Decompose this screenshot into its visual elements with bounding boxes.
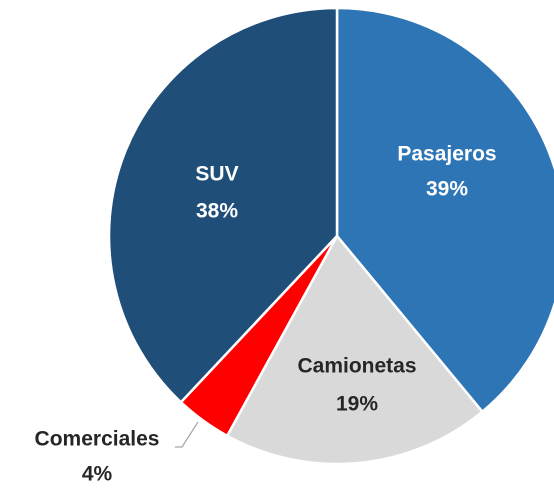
slice-label: SUV (195, 163, 238, 186)
slice-label: Pasajeros (397, 143, 496, 166)
slice-label: Comerciales (35, 428, 160, 451)
pie-slice (107, 6, 339, 404)
slice-value: 39% (426, 178, 468, 201)
pie-slice (335, 6, 554, 414)
slice-value: 4% (82, 463, 113, 486)
slice-value: 19% (336, 393, 378, 416)
pie-slice (225, 233, 485, 466)
leader-line (175, 421, 199, 448)
slice-label: Camionetas (297, 355, 416, 378)
slice-value: 38% (196, 200, 238, 223)
